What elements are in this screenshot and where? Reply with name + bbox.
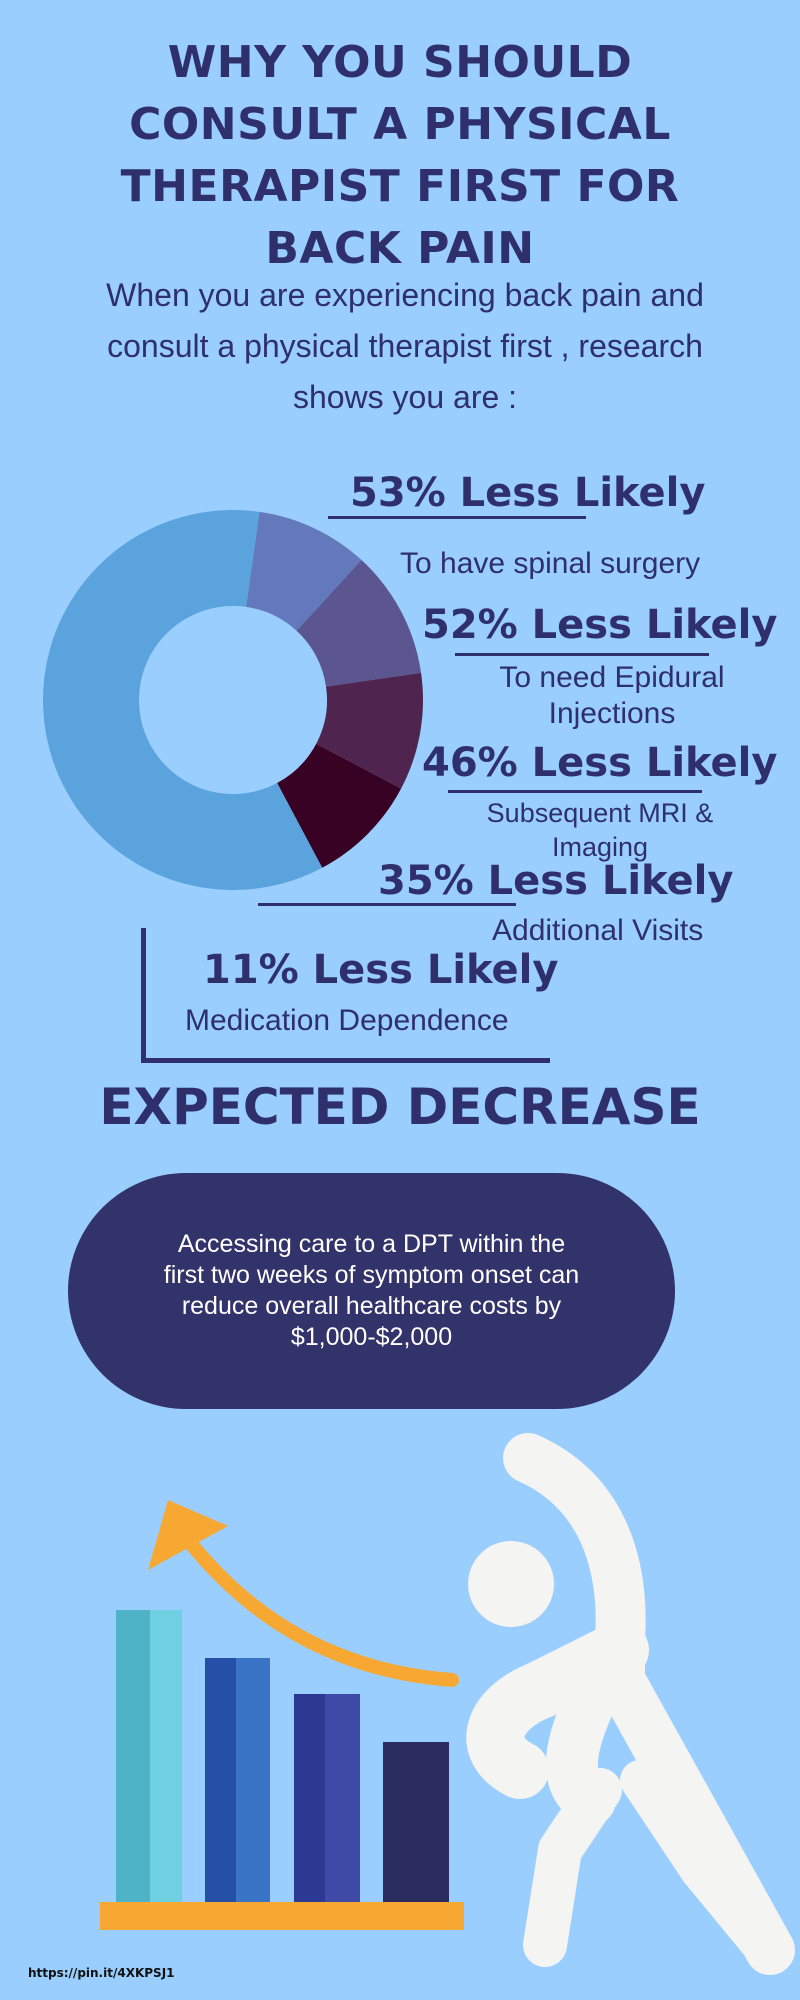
illus-bar-1-light bbox=[150, 1610, 182, 1906]
illus-bar-3-dark bbox=[294, 1694, 325, 1906]
figure-head bbox=[468, 1541, 554, 1627]
illus-bar-2-light bbox=[236, 1658, 270, 1906]
figure-leg-left bbox=[545, 1790, 600, 1945]
illus-bar-3-light bbox=[325, 1694, 360, 1906]
source-link[interactable]: https://pin.it/4XKPSJ1 bbox=[28, 1966, 175, 1980]
illustration bbox=[0, 0, 800, 2000]
illus-baseline bbox=[100, 1902, 464, 1930]
illus-bar-2-dark bbox=[205, 1658, 236, 1906]
illus-bar-1-dark bbox=[116, 1610, 150, 1906]
illus-bar-4 bbox=[383, 1742, 449, 1906]
illus-arrow-head bbox=[148, 1500, 228, 1570]
